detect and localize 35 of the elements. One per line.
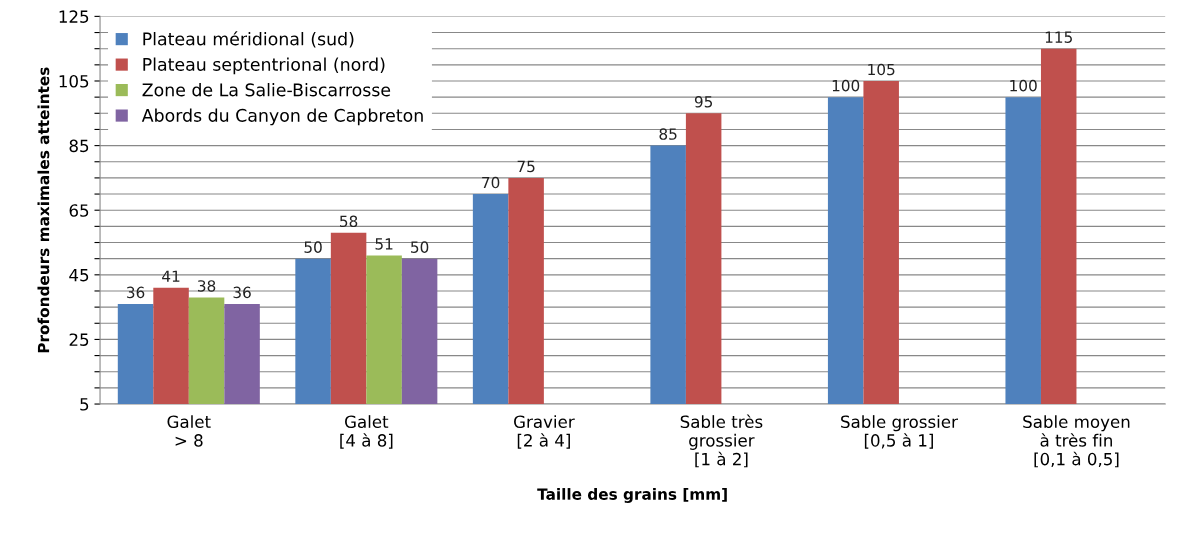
data-label: 50	[304, 241, 322, 253]
legend-label: Plateau méridional (sud)	[143, 31, 354, 48]
data-label: 41	[162, 270, 180, 282]
x-tick-label: Sable grossier [0,5 à 1]	[841, 415, 958, 449]
y-tick-label: 25	[69, 333, 89, 346]
y-axis-title: Profondeurs maximales atteintes	[37, 67, 50, 353]
data-label: 100	[832, 79, 860, 92]
data-label: 36	[233, 286, 251, 299]
y-tick-label: 105	[59, 74, 89, 88]
data-label: 36	[127, 286, 145, 299]
y-tick-label: 125	[59, 10, 89, 23]
legend-label: Plateau septentrional (nord)	[143, 57, 385, 75]
y-tick-label: 5	[80, 398, 89, 411]
data-label: 115	[1045, 31, 1072, 43]
x-tick-label: Galet [4 à 8]	[340, 415, 393, 449]
data-label: 85	[659, 128, 677, 140]
x-tick-label: Galet > 8	[167, 415, 211, 447]
data-label: 100	[1010, 79, 1037, 92]
x-axis-title: Taille des grains [mm]	[537, 488, 727, 503]
y-tick-label: 45	[69, 269, 89, 282]
data-label: 105	[868, 63, 895, 76]
x-tick-label: Gravier [2 à 4]	[514, 415, 575, 449]
data-label: 70	[482, 176, 500, 189]
data-label: 38	[198, 280, 216, 292]
legend-label: Zone de La Salie-Biscarrosse	[142, 82, 391, 97]
y-tick-label: 85	[69, 139, 89, 153]
data-label: 95	[694, 96, 713, 108]
x-tick-label: Sable très grossier [1 à 2]	[680, 414, 763, 468]
y-tick-label: 65	[69, 204, 89, 217]
data-label: 58	[340, 215, 358, 228]
data-label: 75	[517, 160, 535, 173]
legend-label: Abords du Canyon de Capbreton	[141, 108, 423, 126]
data-label: 51	[375, 238, 393, 250]
data-label: 50	[411, 241, 429, 253]
x-tick-label: Sable moyen à très fin [0,1 à 0,5]	[1023, 415, 1130, 468]
